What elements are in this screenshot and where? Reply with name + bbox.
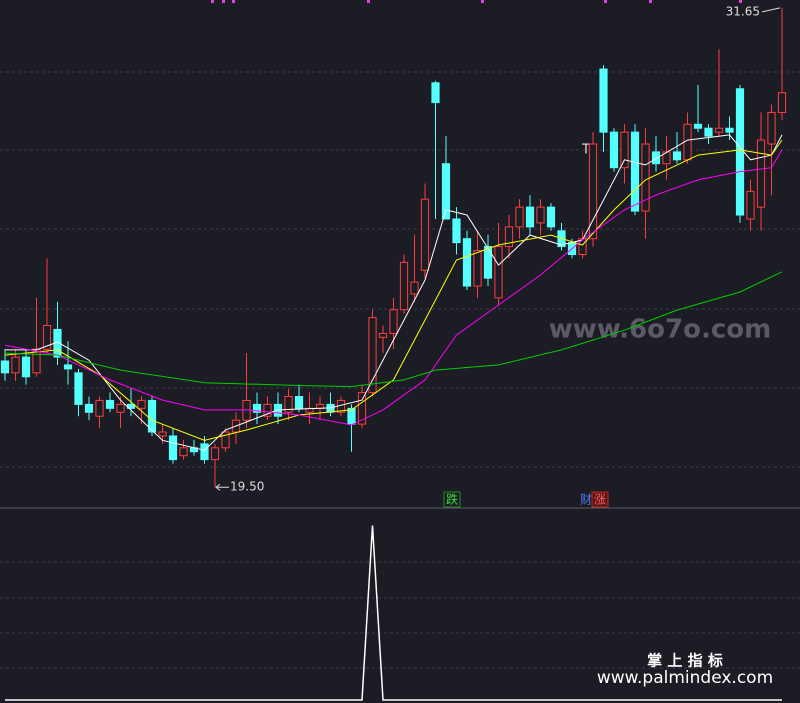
candle-body bbox=[11, 356, 20, 374]
candle-body bbox=[504, 226, 514, 248]
candle-body bbox=[399, 261, 409, 311]
candle-body bbox=[179, 447, 188, 457]
moving-average bbox=[5, 134, 783, 451]
rise-label: 涨 bbox=[594, 492, 606, 507]
candle-body bbox=[105, 399, 115, 409]
candle-body bbox=[63, 364, 73, 370]
footer-url: www.palmindex.com bbox=[597, 668, 773, 688]
indicator-line bbox=[5, 525, 782, 701]
candle-body bbox=[756, 139, 766, 208]
candle-body bbox=[578, 238, 587, 255]
candle-body bbox=[483, 246, 493, 279]
candle-body bbox=[368, 317, 377, 394]
candle-body bbox=[347, 407, 356, 425]
candle-body bbox=[452, 218, 461, 244]
candle-body bbox=[735, 88, 745, 216]
candle-body bbox=[74, 372, 83, 405]
high-arrow bbox=[761, 7, 781, 13]
candle-body bbox=[420, 198, 430, 271]
candle-body bbox=[378, 332, 388, 338]
candle-body bbox=[21, 356, 31, 378]
marker bbox=[211, 0, 214, 3]
candle-body bbox=[609, 131, 619, 169]
fall-box bbox=[443, 491, 461, 508]
fall-label: 跌 bbox=[446, 492, 458, 507]
candle-body bbox=[746, 190, 755, 220]
cai-label: 财 bbox=[580, 493, 592, 507]
candle-body bbox=[777, 92, 787, 113]
candle-body bbox=[389, 309, 398, 334]
marker bbox=[481, 0, 484, 3]
candle-body bbox=[704, 127, 713, 137]
candle-body bbox=[32, 348, 41, 374]
candle-body bbox=[441, 163, 451, 220]
candle-body bbox=[662, 151, 671, 165]
candle-body bbox=[725, 127, 734, 133]
candle-body bbox=[210, 447, 220, 461]
candle-body bbox=[672, 151, 682, 161]
low-arrowhead bbox=[215, 483, 221, 491]
high-label: 31.65 bbox=[726, 4, 760, 18]
marker bbox=[739, 0, 742, 3]
watermark: www.6o7o.com bbox=[549, 315, 771, 345]
candle-body bbox=[95, 399, 104, 417]
candle-body bbox=[252, 403, 262, 413]
candle-body bbox=[641, 143, 650, 212]
candle-body bbox=[168, 435, 178, 461]
candle-body bbox=[767, 111, 776, 145]
candle-body bbox=[494, 246, 503, 299]
candle-body bbox=[147, 399, 157, 433]
candle-body bbox=[630, 131, 640, 212]
candle-body bbox=[620, 131, 629, 169]
marker bbox=[367, 0, 370, 3]
marker bbox=[232, 0, 235, 3]
moving-average bbox=[4, 139, 783, 441]
candle-body bbox=[294, 396, 304, 409]
low-label: 19.50 bbox=[230, 480, 264, 494]
candle-body bbox=[84, 403, 94, 413]
t-mark: T bbox=[581, 143, 590, 158]
candle-body bbox=[546, 206, 556, 228]
candle-body bbox=[714, 127, 724, 133]
moving-average bbox=[4, 271, 783, 388]
candle-body bbox=[525, 206, 535, 228]
moving-average bbox=[4, 149, 783, 426]
candle-body bbox=[284, 396, 293, 413]
candle-body bbox=[158, 431, 167, 437]
candle-body bbox=[357, 392, 367, 425]
candle-body bbox=[431, 82, 440, 104]
candle-body bbox=[536, 206, 545, 224]
candle-body bbox=[588, 143, 598, 240]
candle-body bbox=[0, 360, 10, 374]
candle-body bbox=[137, 399, 146, 409]
candle-body bbox=[651, 151, 661, 165]
candle-body bbox=[515, 206, 524, 228]
candle-body bbox=[410, 281, 419, 295]
candle-body bbox=[263, 403, 272, 417]
footer-title: 掌 上 指 标 bbox=[647, 652, 723, 670]
top-markers bbox=[211, 0, 742, 3]
candle-body bbox=[221, 431, 230, 449]
marker bbox=[604, 0, 607, 3]
candle-body bbox=[200, 443, 209, 461]
candle-body bbox=[116, 403, 125, 413]
candle-body bbox=[693, 123, 703, 129]
rise-box bbox=[591, 491, 609, 508]
candle-body bbox=[599, 68, 608, 133]
marker bbox=[649, 0, 652, 3]
candle-body bbox=[42, 324, 52, 350]
candle-body bbox=[473, 250, 482, 287]
candle-body bbox=[462, 238, 472, 287]
marker bbox=[222, 0, 225, 3]
